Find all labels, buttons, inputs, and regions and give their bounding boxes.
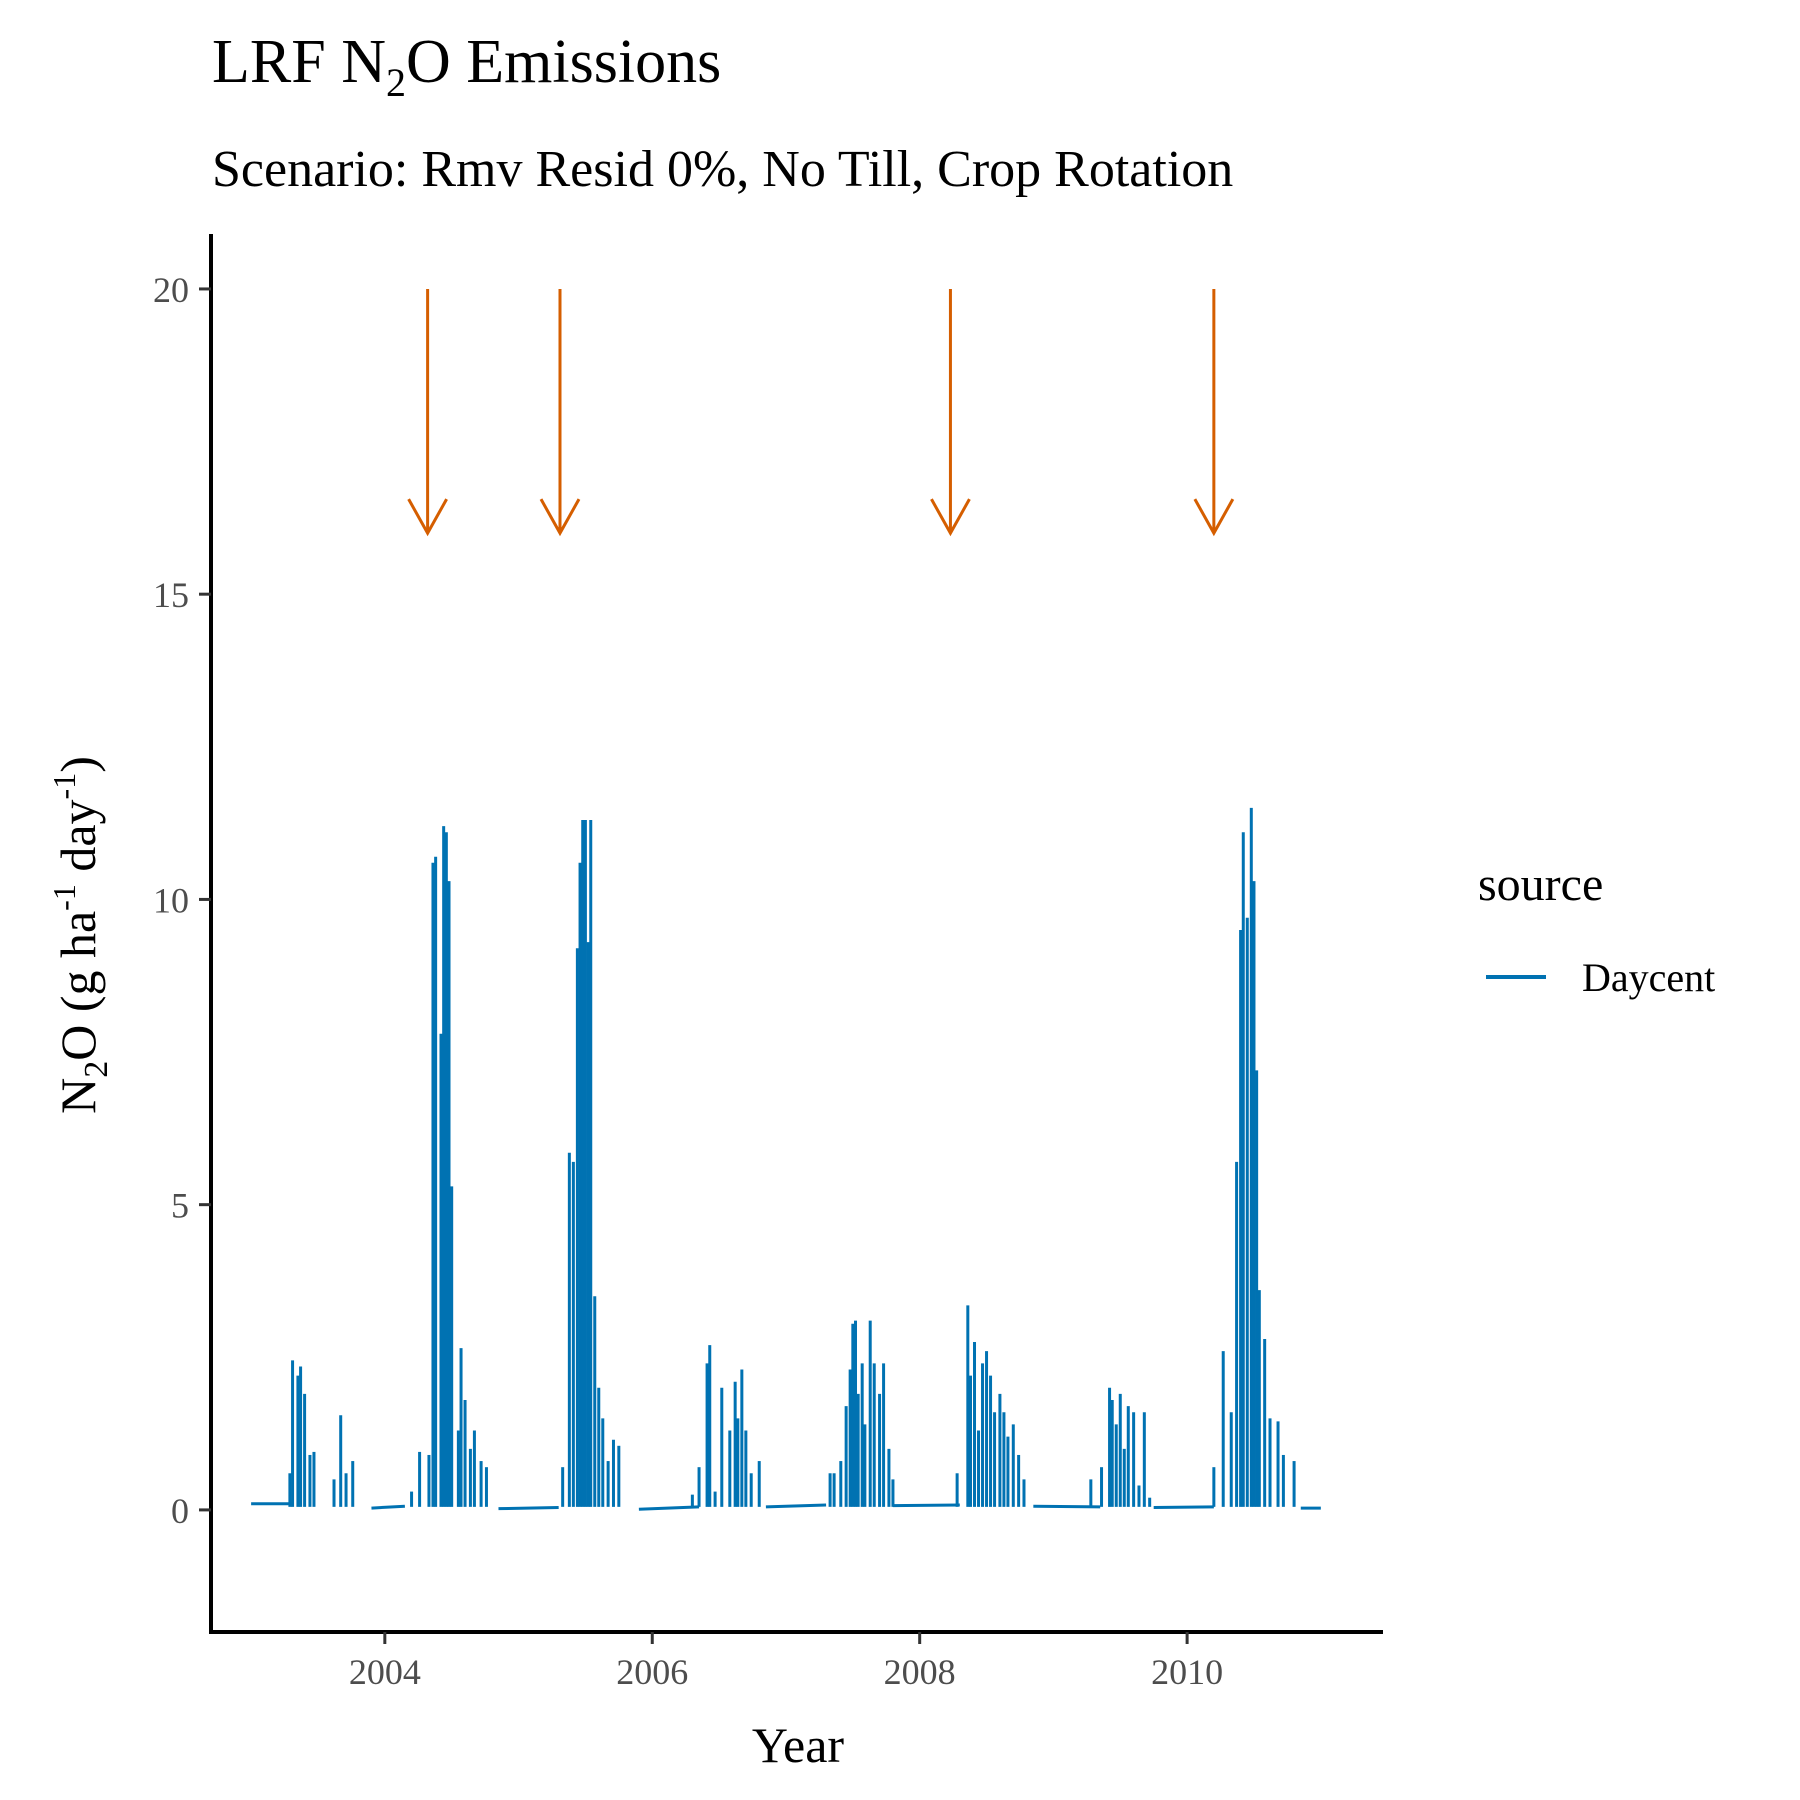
baseline-segment xyxy=(1033,1504,1101,1509)
annotation-arrows xyxy=(407,288,1235,537)
chart-subtitle: Scenario: Rmv Resid 0%, No Till, Crop Ro… xyxy=(212,141,1233,198)
y-axis-title: N2O (g ha-1 day-1) xyxy=(46,756,115,1114)
baseline-segment xyxy=(498,1505,559,1511)
annotation-arrow-4 xyxy=(1193,288,1235,537)
x-ticks: 2004 2006 2008 2010 xyxy=(349,1632,1223,1692)
chart-title-subscript: 2 xyxy=(386,60,406,105)
y-axis-title-mid: O (g ha xyxy=(50,911,106,1061)
y-axis-title-n: N xyxy=(50,1078,106,1114)
chart-title-part-1: LRF N xyxy=(212,28,386,96)
chart-title-part-2: O Emissions xyxy=(406,28,721,96)
y-ticks: 0 5 10 15 20 xyxy=(153,270,211,1531)
annotation-arrow-3 xyxy=(930,288,971,537)
legend-label-daycent: Daycent xyxy=(1582,955,1715,1000)
y-tick-label-15: 15 xyxy=(153,575,189,615)
legend-title: source xyxy=(1478,858,1603,911)
series-layer xyxy=(251,807,1321,1511)
x-tick-label-2004: 2004 xyxy=(349,1652,421,1692)
chart-title: LRF N2O Emissions xyxy=(212,28,721,105)
baseline-segment xyxy=(892,1503,960,1508)
x-tick-label-2010: 2010 xyxy=(1151,1652,1223,1692)
y-axis-title-close: ) xyxy=(50,756,106,773)
baseline-segment xyxy=(638,1505,700,1511)
baseline-segment xyxy=(1153,1505,1214,1509)
y-tick-label-10: 10 xyxy=(153,880,189,920)
baseline-segment xyxy=(765,1503,827,1509)
x-axis-title: Year xyxy=(752,1717,844,1773)
y-tick-label-5: 5 xyxy=(171,1186,189,1226)
y-tick-label-20: 20 xyxy=(153,270,189,310)
y-tick-label-0: 0 xyxy=(171,1491,189,1531)
y-axis-title-superscript-2: -1 xyxy=(46,773,82,800)
x-tick-label-2006: 2006 xyxy=(616,1652,688,1692)
series-daycent xyxy=(251,807,1321,1511)
y-axis-title-subscript: 2 xyxy=(78,1061,115,1078)
legend: source Daycent xyxy=(1478,858,1715,1000)
annotation-arrow-1 xyxy=(407,288,448,537)
baseline-segment xyxy=(371,1504,405,1510)
annotation-arrow-2 xyxy=(539,288,581,537)
y-axis-title-superscript-1: -1 xyxy=(46,884,82,911)
x-tick-label-2008: 2008 xyxy=(884,1652,956,1692)
y-axis-title-day: day xyxy=(50,799,106,884)
